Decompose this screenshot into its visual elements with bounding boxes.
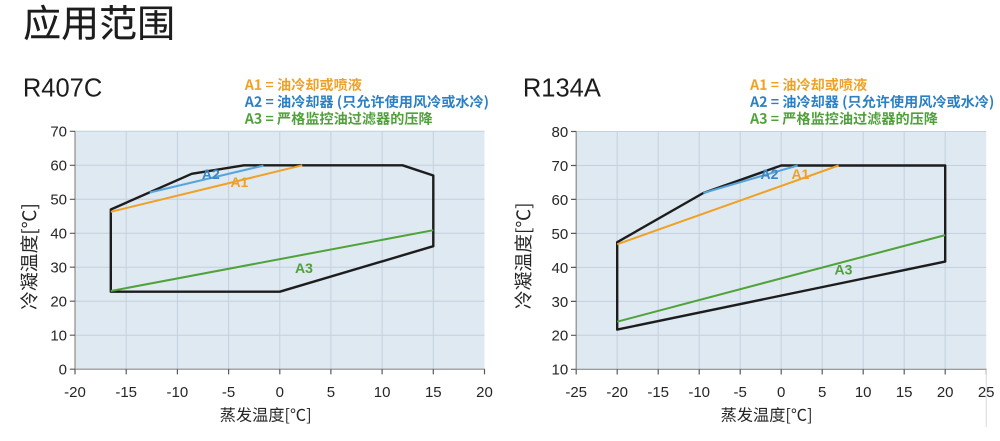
svg-text:-5: -5: [734, 384, 747, 401]
svg-text:-15: -15: [647, 384, 669, 401]
svg-text:A3: A3: [835, 261, 853, 277]
svg-text:5: 5: [327, 384, 335, 401]
svg-text:20: 20: [937, 384, 954, 401]
svg-text:A1: A1: [791, 166, 809, 182]
svg-text:50: 50: [552, 226, 569, 243]
svg-text:20: 20: [552, 328, 569, 345]
svg-text:40: 40: [552, 260, 569, 277]
svg-text:10: 10: [50, 328, 67, 345]
svg-text:R134A: R134A: [523, 75, 601, 103]
svg-text:-20: -20: [64, 384, 86, 401]
svg-text:0: 0: [59, 362, 67, 379]
svg-text:A3: A3: [295, 260, 313, 276]
svg-text:-10: -10: [688, 384, 710, 401]
svg-text:70: 70: [552, 158, 569, 175]
svg-text:15: 15: [896, 384, 913, 401]
svg-text:R407C: R407C: [23, 75, 102, 103]
svg-text:5: 5: [818, 384, 826, 401]
svg-text:-5: -5: [222, 384, 235, 401]
svg-text:50: 50: [50, 192, 67, 209]
svg-text:10: 10: [855, 384, 872, 401]
svg-text:60: 60: [552, 192, 569, 209]
svg-text:30: 30: [50, 260, 67, 277]
svg-text:20: 20: [476, 384, 493, 401]
svg-text:40: 40: [50, 226, 67, 243]
svg-text:-20: -20: [606, 384, 628, 401]
svg-text:20: 20: [50, 294, 67, 311]
svg-text:80: 80: [552, 124, 569, 141]
svg-text:60: 60: [50, 158, 67, 175]
svg-text:0: 0: [276, 384, 284, 401]
svg-text:70: 70: [50, 124, 67, 141]
svg-text:-10: -10: [167, 384, 189, 401]
svg-text:0: 0: [777, 384, 785, 401]
svg-text:30: 30: [552, 294, 569, 311]
svg-text:10: 10: [552, 362, 569, 379]
svg-text:15: 15: [425, 384, 442, 401]
svg-text:A2: A2: [202, 166, 220, 182]
svg-text:A2: A2: [761, 166, 779, 182]
svg-text:-25: -25: [565, 384, 587, 401]
svg-text:-15: -15: [115, 384, 137, 401]
svg-text:A1: A1: [230, 174, 248, 190]
svg-text:10: 10: [374, 384, 391, 401]
